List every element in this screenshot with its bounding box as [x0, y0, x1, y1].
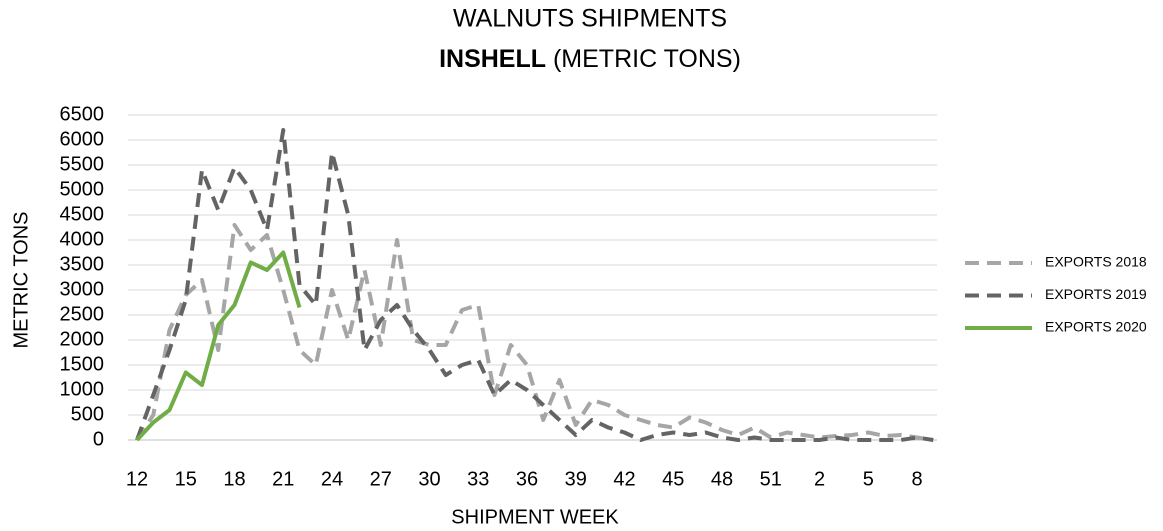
x-tick-label: 15 — [175, 468, 197, 490]
legend-label: EXPORTS 2018 — [1045, 254, 1147, 270]
chart-subtitle: INSHELL (METRIC TONS) — [439, 45, 741, 73]
y-tick-label: 2500 — [60, 303, 105, 325]
y-tick-label: 6500 — [60, 103, 105, 125]
chart-title: WALNUTS SHIPMENTS — [453, 5, 727, 33]
subtitle-bold: INSHELL — [439, 45, 546, 73]
y-tick-label: 4500 — [60, 203, 105, 225]
x-tick-label: 48 — [711, 468, 733, 490]
y-tick-label: 5500 — [60, 153, 105, 175]
y-tick-label: 500 — [71, 403, 104, 425]
x-tick-label: 51 — [760, 468, 782, 490]
y-tick-label: 3000 — [60, 278, 105, 300]
x-tick-label: 8 — [911, 468, 922, 490]
x-tick-label: 5 — [863, 468, 874, 490]
x-tick-label: 24 — [321, 468, 343, 490]
series-line — [135, 223, 934, 442]
series-line — [135, 250, 302, 442]
y-axis-label: METRIC TONS — [10, 211, 32, 348]
y-tick-label: 6000 — [60, 128, 105, 150]
subtitle: (METRIC TONS) — [553, 45, 741, 73]
x-tick-label: 27 — [370, 468, 392, 490]
x-tick-label: 2 — [814, 468, 825, 490]
x-tick-label: 21 — [272, 468, 294, 490]
x-tick-label: 30 — [418, 468, 440, 490]
x-tick-label: 45 — [662, 468, 684, 490]
y-tick-label: 3500 — [60, 253, 105, 275]
y-tick-label: 5000 — [60, 178, 105, 200]
series-line — [135, 128, 934, 442]
y-tick-label: 2000 — [60, 328, 105, 350]
y-tick-label: 1000 — [60, 378, 105, 400]
x-tick-label: 12 — [126, 468, 148, 490]
x-tick-label: 18 — [223, 468, 245, 490]
x-tick-label: 39 — [565, 468, 587, 490]
y-tick-label: 1500 — [60, 353, 105, 375]
x-tick-label: 42 — [613, 468, 635, 490]
legend-label: EXPORTS 2019 — [1045, 286, 1147, 302]
y-tick-label: 0 — [93, 428, 104, 450]
x-tick-label: 36 — [516, 468, 538, 490]
x-tick-label: 33 — [467, 468, 489, 490]
y-tick-label: 4000 — [60, 228, 105, 250]
legend-label: EXPORTS 2020 — [1045, 319, 1147, 335]
x-axis-label: SHIPMENT WEEK — [451, 506, 619, 528]
